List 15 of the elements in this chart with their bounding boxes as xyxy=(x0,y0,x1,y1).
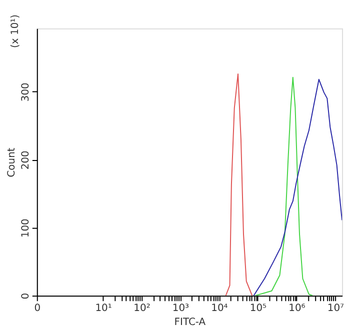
x-tick-label: 10⁶ xyxy=(288,303,306,314)
y-axis-title: Count xyxy=(6,148,18,178)
x-tick-label: 10⁴ xyxy=(211,303,228,314)
x-tick-label: 10⁷ xyxy=(327,303,344,314)
x-axis-title: FITC-A xyxy=(174,317,206,328)
y-tick-label: 200 xyxy=(20,150,32,170)
y-tick-label: 300 xyxy=(20,82,32,102)
x-tick-label: 10¹ xyxy=(95,303,112,314)
x-tick-label: 10⁵ xyxy=(250,303,267,314)
y-tick-label: 0 xyxy=(20,292,32,300)
text: (x 10¹) xyxy=(10,14,21,48)
x-tick-label: 10³ xyxy=(172,303,190,314)
y-tick-label: 100 xyxy=(20,218,32,238)
x-tick-label: 0 xyxy=(34,303,41,314)
x-tick-label: 10² xyxy=(134,303,150,314)
